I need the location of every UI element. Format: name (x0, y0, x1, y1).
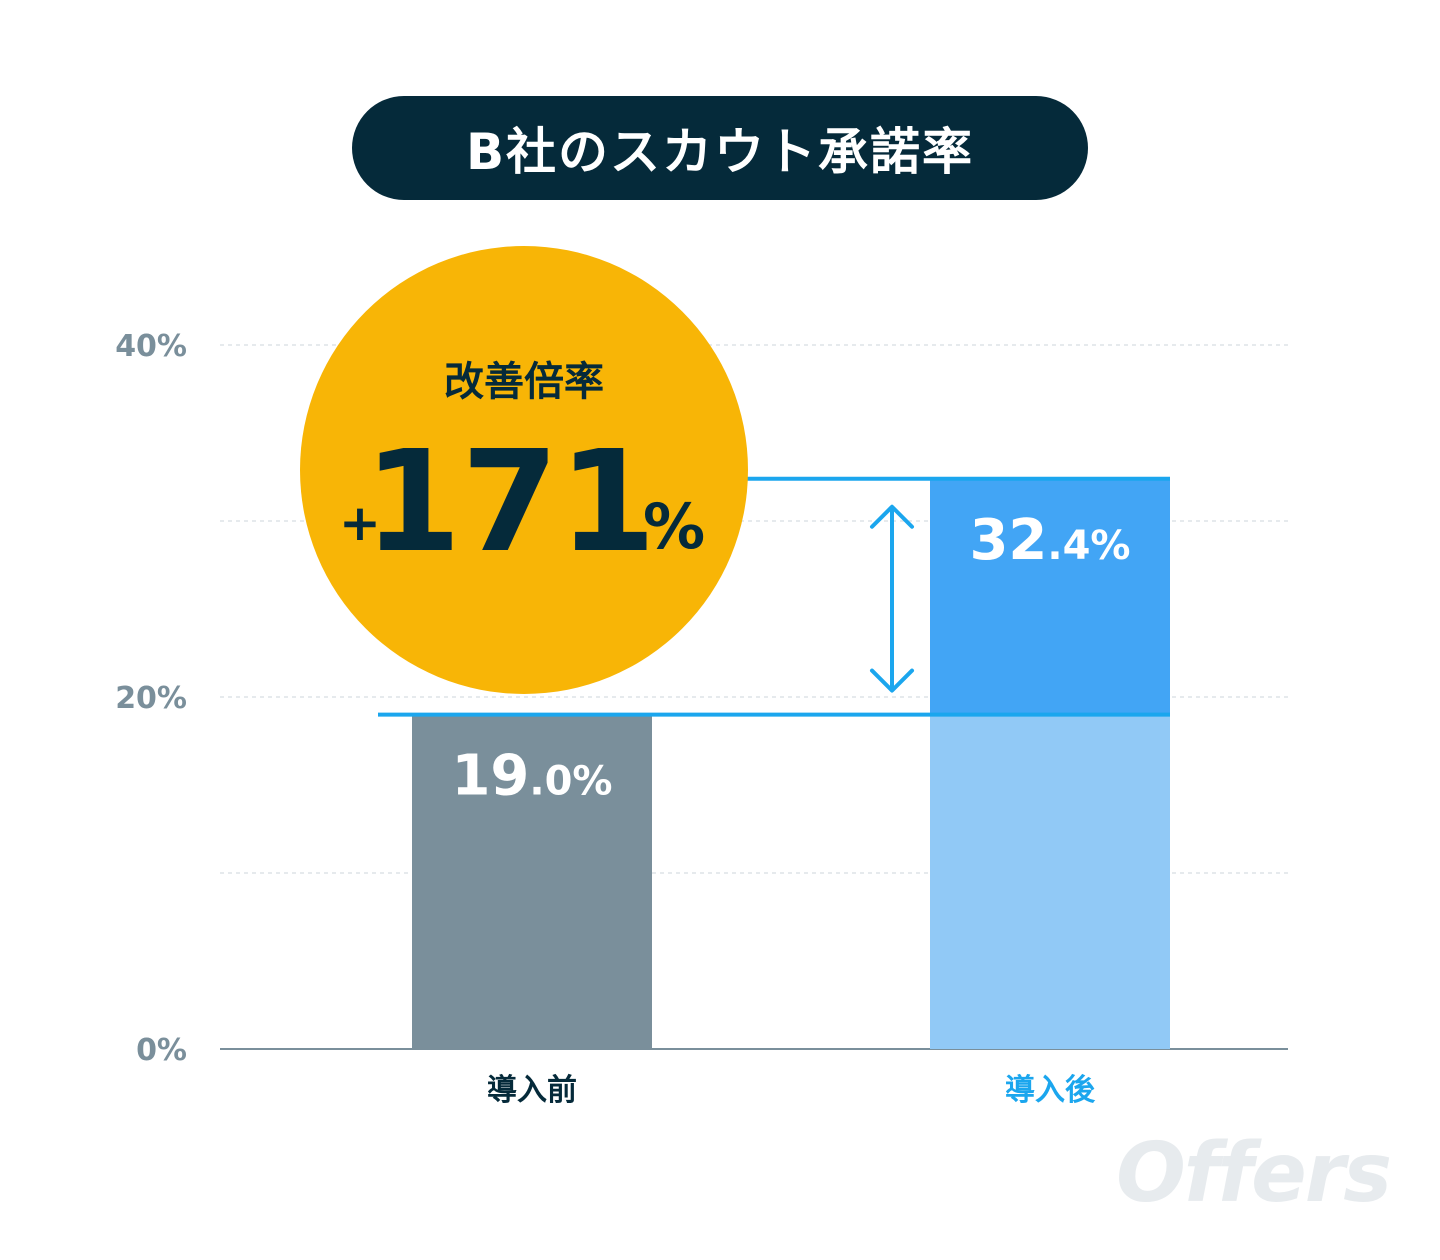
bar-after-base (930, 714, 1170, 1049)
arrow-head-down (870, 668, 914, 693)
guide-lines (378, 476, 1170, 717)
badge-caption: 改善倍率 (444, 359, 604, 405)
category-label: 導入後 (1005, 1073, 1096, 1108)
chart-title: B社のスカウト承諾率 (352, 96, 1088, 200)
labels: 0% 20% 40% 19.0% 32.4% 導入前 導入後 (115, 329, 1130, 1108)
offers-logo: Offers (1116, 1126, 1392, 1221)
value-label: 19.0% (451, 744, 612, 809)
value-label: 32.4% (969, 508, 1130, 573)
badge-circle (300, 246, 748, 694)
y-tick-label: 0% (136, 1033, 187, 1068)
badge-value: 171 (364, 421, 656, 584)
bar-after-increase (930, 478, 1170, 715)
bar-before (412, 714, 652, 1049)
y-tick-label: 20% (115, 681, 187, 716)
arrow-head-up (870, 504, 914, 529)
badge-sign: + (339, 494, 381, 552)
badge-unit: % (643, 490, 705, 563)
bars (412, 478, 1170, 1049)
improvement-badge: 改善倍率 + 171 % (300, 246, 748, 694)
category-label: 導入前 (487, 1073, 577, 1108)
y-tick-label: 40% (115, 329, 187, 364)
